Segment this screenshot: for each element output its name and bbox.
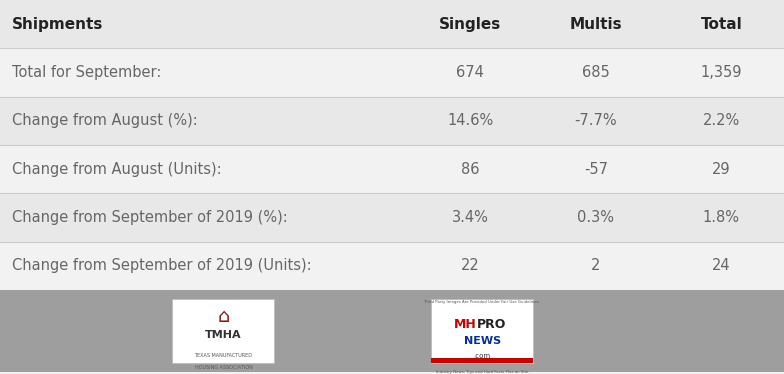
- Text: -7.7%: -7.7%: [575, 113, 617, 128]
- Text: 24: 24: [712, 258, 731, 273]
- Text: PRO: PRO: [477, 318, 506, 331]
- Text: TEXAS MANUFACTURED: TEXAS MANUFACTURED: [194, 353, 252, 358]
- Bar: [431, 358, 533, 363]
- Text: Change from September of 2019 (%):: Change from September of 2019 (%):: [12, 210, 288, 225]
- Text: Shipments: Shipments: [12, 17, 103, 32]
- Text: Third Party Images Are Provided Under Fair Use Guidelines.: Third Party Images Are Provided Under Fa…: [424, 300, 540, 304]
- Text: Change from August (Units):: Change from August (Units):: [12, 162, 221, 177]
- Text: 2.2%: 2.2%: [702, 113, 740, 128]
- Text: Industry News, Tips and Hard Facts Plus an Site: Industry News, Tips and Hard Facts Plus …: [436, 370, 528, 374]
- Bar: [0, 97, 784, 145]
- Text: Change from September of 2019 (Units):: Change from September of 2019 (Units):: [12, 258, 311, 273]
- Text: -57: -57: [584, 162, 608, 177]
- Text: 22: 22: [461, 258, 480, 273]
- Text: 1,359: 1,359: [701, 65, 742, 80]
- Text: TMHA: TMHA: [205, 330, 241, 340]
- Text: 674: 674: [456, 65, 485, 80]
- Bar: [0, 242, 784, 290]
- Text: 14.6%: 14.6%: [448, 113, 493, 128]
- Bar: [0, 0, 784, 48]
- Text: 1.8%: 1.8%: [702, 210, 740, 225]
- Bar: [0, 193, 784, 242]
- Bar: [172, 299, 274, 363]
- Text: 86: 86: [461, 162, 480, 177]
- Text: Total for September:: Total for September:: [12, 65, 162, 80]
- Text: MH: MH: [453, 318, 477, 331]
- Text: 0.3%: 0.3%: [577, 210, 615, 225]
- Text: HOUSING ASSOCIATION: HOUSING ASSOCIATION: [194, 365, 252, 370]
- Text: .com: .com: [474, 353, 491, 359]
- Text: Singles: Singles: [439, 17, 502, 32]
- Text: 2: 2: [591, 258, 601, 273]
- Bar: [0, 145, 784, 193]
- Text: Total: Total: [700, 17, 742, 32]
- Text: ⌂: ⌂: [217, 307, 230, 326]
- Text: 685: 685: [582, 65, 610, 80]
- Text: 29: 29: [712, 162, 731, 177]
- Text: Change from August (%):: Change from August (%):: [12, 113, 198, 128]
- Text: Multis: Multis: [569, 17, 622, 32]
- Bar: [431, 299, 533, 363]
- Text: 3.4%: 3.4%: [452, 210, 489, 225]
- Bar: [0, 48, 784, 97]
- Text: NEWS: NEWS: [463, 336, 501, 346]
